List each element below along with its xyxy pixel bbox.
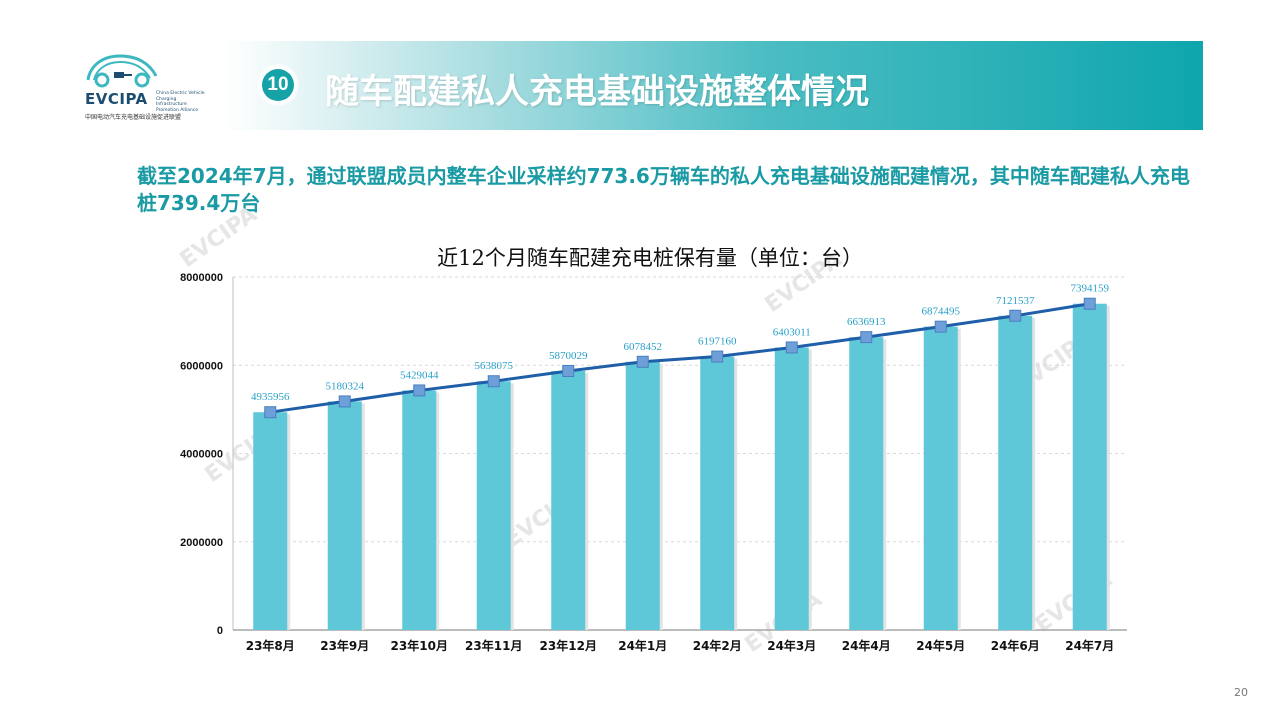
line-marker — [413, 384, 426, 397]
section-badge: 10 — [259, 66, 297, 104]
x-tick-label: 23年11月 — [465, 638, 522, 653]
data-label: 7121537 — [996, 295, 1035, 307]
line-marker — [1009, 309, 1022, 322]
bar — [849, 337, 884, 630]
bar — [1072, 303, 1107, 630]
line-marker — [562, 364, 575, 377]
line-marker — [860, 331, 873, 344]
data-label: 5429044 — [400, 369, 439, 381]
x-tick-label: 23年10月 — [391, 638, 448, 653]
x-tick-label: 24年4月 — [842, 638, 891, 653]
y-tick-label: 8000000 — [180, 272, 223, 284]
logo-name: EVCIPA — [85, 90, 148, 108]
line-marker — [264, 406, 277, 419]
data-label: 4935956 — [251, 391, 290, 403]
line-marker — [711, 350, 724, 363]
intro-text: 截至2024年7月，通过联盟成员内整车企业采样约773.6万辆车的私人充电基础设… — [137, 164, 1190, 215]
line-marker — [785, 341, 798, 354]
data-label: 5638075 — [475, 360, 514, 372]
bar — [551, 370, 586, 630]
data-label: 6403011 — [773, 326, 811, 338]
bar — [476, 381, 511, 630]
x-tick-label: 24年3月 — [767, 638, 816, 653]
line-marker — [487, 375, 500, 388]
page-title: 随车配建私人充电基础设施整体情况 — [325, 72, 869, 112]
y-tick-label: 6000000 — [180, 360, 223, 372]
x-tick-label: 24年2月 — [693, 638, 742, 653]
bar — [253, 412, 288, 630]
x-tick-label: 24年1月 — [618, 638, 667, 653]
series-line — [270, 302, 1090, 414]
data-label: 7394159 — [1071, 283, 1110, 295]
logo-subtitle: China Electric Vehicle Charging Infrastr… — [156, 91, 205, 113]
line-marker — [636, 355, 649, 368]
bar — [327, 401, 362, 630]
line-marker — [338, 395, 351, 408]
data-label: 6197160 — [698, 336, 737, 348]
data-label: 6874495 — [922, 306, 961, 318]
evcipa-logo: EVCIPA China Electric Vehicle Charging I… — [80, 46, 210, 124]
bar — [923, 326, 958, 630]
section-number: 10 — [262, 69, 294, 101]
bar — [402, 390, 437, 630]
data-label: 6078452 — [624, 341, 663, 353]
bar — [998, 315, 1033, 630]
car-plug-icon — [86, 54, 158, 88]
title-banner — [225, 41, 1203, 130]
logo-chinese-name: 中国电动汽车充电基础设施促进联盟 — [85, 114, 182, 121]
chart-title: 近12个月随车配建充电桩保有量（单位：台） — [437, 246, 863, 270]
y-tick-label: 0 — [217, 625, 223, 637]
x-tick-label: 24年6月 — [991, 638, 1040, 653]
x-tick-label: 23年12月 — [540, 638, 597, 653]
data-label: 5870029 — [549, 350, 588, 362]
line-marker — [934, 320, 947, 333]
x-tick-label: 24年7月 — [1065, 638, 1114, 653]
bar — [625, 361, 660, 630]
bar — [700, 356, 735, 630]
page-number: 20 — [1234, 686, 1248, 699]
y-tick-label: 4000000 — [180, 449, 223, 461]
bar — [774, 347, 809, 630]
data-label: 6636913 — [847, 316, 886, 328]
x-tick-label: 23年8月 — [246, 638, 295, 653]
x-tick-label: 24年5月 — [916, 638, 965, 653]
line-marker — [1083, 297, 1096, 310]
y-tick-label: 2000000 — [180, 537, 223, 549]
data-label: 5180324 — [326, 380, 365, 392]
x-tick-label: 23年9月 — [320, 638, 369, 653]
